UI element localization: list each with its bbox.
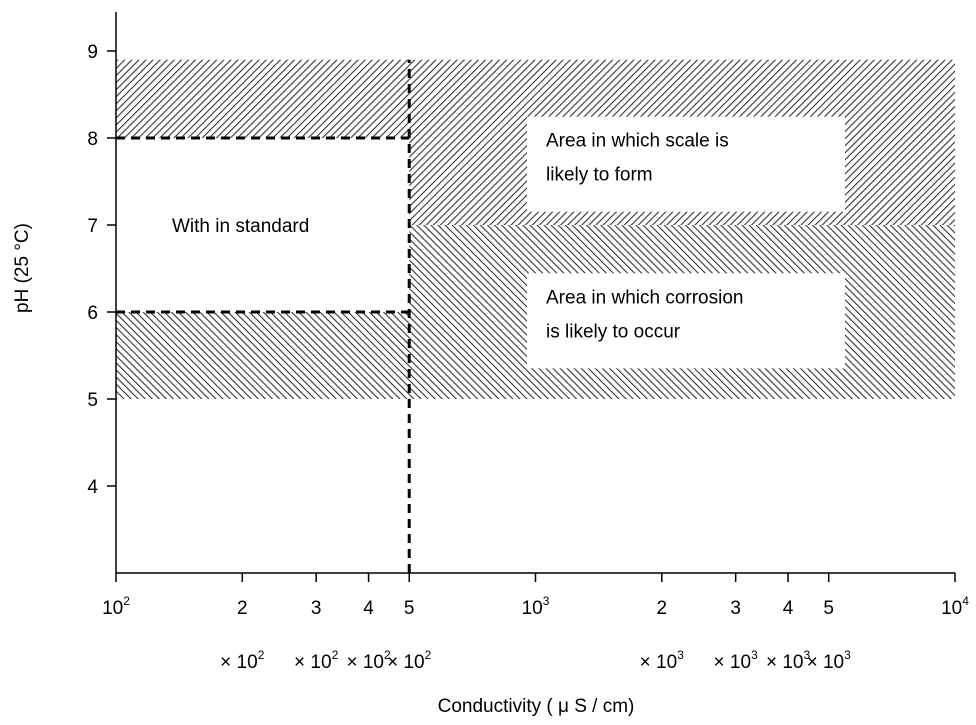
region-scale-upper-left: [116, 59, 410, 139]
x-tick-multiplier: × 103: [766, 648, 811, 673]
x-tick-label: 103: [522, 594, 550, 619]
x-tick-label: 104: [941, 594, 969, 619]
annotations: With in standard Area in which scale is li…: [172, 116, 845, 369]
y-tick-label: 8: [87, 129, 98, 150]
x-tick-label: 4: [783, 598, 794, 619]
y-tick-label: 9: [87, 42, 98, 63]
x-tick-label: 5: [823, 598, 834, 619]
within-standard-label: With in standard: [172, 216, 309, 237]
y-axis-label: pH (25 °C): [12, 223, 33, 313]
x-tick-multiplier: × 102: [387, 648, 432, 673]
x-tick-multiplier: × 102: [220, 648, 265, 673]
x-tick-multiplier: × 103: [714, 648, 759, 673]
x-tick-multiplier: × 102: [294, 648, 339, 673]
corrosion-area-label-box: [527, 273, 845, 369]
x-tick-label: 4: [363, 598, 374, 619]
y-tick-label: 5: [87, 390, 98, 411]
scale-area-label-box: [527, 116, 845, 212]
corrosion-area-label: is likely to occur: [546, 321, 681, 342]
y-tick-label: 7: [87, 216, 98, 237]
region-corrosion-lower-left: [116, 312, 410, 399]
ticks: 4 5 6 7 8 9 102 2 × 102 3 × 102 4 × 102 5 × 102 103 2 × 1…: [87, 42, 969, 673]
scale-area-label: Area in which scale is: [546, 131, 729, 152]
scale-area-label: likely to form: [546, 165, 653, 186]
x-tick-label: 5: [404, 598, 415, 619]
x-tick-multiplier: × 102: [346, 648, 391, 673]
dashed-lines: [116, 59, 411, 573]
x-axis-label: Conductivity ( μ S / cm): [438, 696, 635, 717]
x-tick-label: 2: [237, 598, 248, 619]
x-tick-label: 3: [311, 598, 322, 619]
x-tick-label: 3: [730, 598, 741, 619]
x-tick-label: 2: [656, 598, 667, 619]
y-tick-label: 4: [87, 477, 98, 498]
y-tick-label: 6: [87, 303, 98, 324]
x-tick-multiplier: × 103: [807, 648, 852, 673]
x-tick-multiplier: × 103: [640, 648, 685, 673]
x-tick-label: 102: [102, 594, 130, 619]
corrosion-area-label: Area in which corrosion: [546, 287, 743, 308]
